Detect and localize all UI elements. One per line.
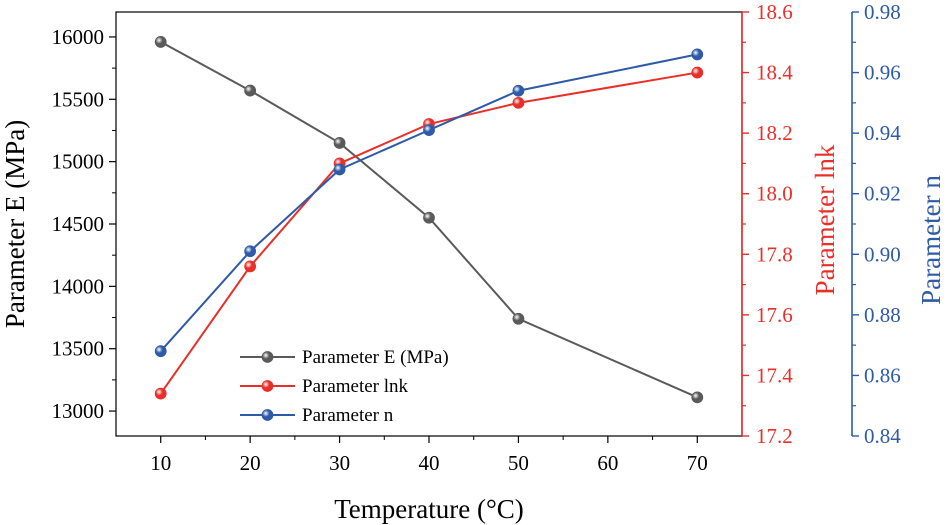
- lnk-tick-label: 17.4: [756, 363, 793, 387]
- left-tick-label: 14000: [52, 274, 105, 298]
- n-tick-label: 0.92: [864, 182, 901, 206]
- n-tick-label: 0.94: [864, 121, 901, 145]
- data-point-n: [423, 124, 435, 137]
- x-tick-label: 70: [687, 451, 708, 475]
- left-tick-label: 14500: [52, 212, 105, 236]
- x-axis-title: Temperature (°C): [334, 494, 524, 524]
- left-tick-label: 15000: [52, 150, 105, 174]
- n-tick-label: 0.88: [864, 303, 901, 327]
- lnk-tick-label: 18.2: [756, 121, 793, 145]
- data-point-E: [423, 211, 435, 224]
- left-axis-title: Parameter E (MPa): [0, 120, 30, 328]
- right-axis-title-n: Parameter n: [916, 175, 946, 305]
- n-tick-label: 0.84: [864, 424, 901, 448]
- x-tick-label: 50: [508, 451, 529, 475]
- legend-marker: [261, 409, 274, 421]
- n-tick-label: 0.96: [864, 61, 901, 85]
- data-point-n: [154, 345, 167, 358]
- data-point-n: [244, 245, 257, 258]
- data-point-E: [154, 36, 167, 48]
- lnk-tick-label: 17.8: [756, 242, 793, 266]
- legend-label: Parameter lnk: [302, 376, 409, 397]
- left-tick-label: 13500: [52, 337, 105, 361]
- data-point-E: [512, 312, 525, 325]
- left-tick-label: 13000: [52, 399, 105, 423]
- lnk-tick-label: 17.6: [756, 303, 793, 327]
- series-line-n: [159, 53, 698, 352]
- n-tick-label: 0.90: [864, 242, 901, 266]
- lnk-tick-label: 18.6: [756, 0, 793, 24]
- x-tick-label: 20: [240, 451, 261, 475]
- lnk-tick-label: 17.2: [756, 424, 793, 448]
- x-tick-label: 60: [597, 451, 618, 475]
- data-point-E: [244, 84, 257, 97]
- left-y-axis: 13000 13500 14000 14500 15000 15500 16000: [52, 25, 116, 423]
- x-tick-label: 10: [150, 451, 171, 475]
- x-tick-label: 30: [329, 451, 350, 475]
- data-point-n: [333, 163, 346, 176]
- series-line-E: [160, 41, 698, 399]
- n-tick-label: 0.98: [864, 0, 901, 24]
- legend-marker: [261, 380, 274, 392]
- right-y-axis-lnk: 17.2 17.4 17.6 17.8 18.0 18.2 18.4 18.6: [741, 0, 793, 448]
- data-point-lnk: [244, 260, 257, 273]
- n-tick-label: 0.86: [864, 363, 901, 387]
- data-point-n: [512, 84, 525, 97]
- left-tick-label: 16000: [52, 25, 105, 49]
- legend: Parameter E (MPa) Parameter lnk Parameter …: [240, 347, 449, 426]
- plot-frame: [115, 11, 743, 437]
- x-axis: 10 20 30 40 50 60 70: [150, 436, 708, 475]
- data-point-E: [691, 391, 704, 404]
- series-layer: [154, 36, 704, 404]
- lnk-tick-label: 18.4: [756, 61, 793, 85]
- right-axis-title-lnk: Parameter lnk: [810, 144, 840, 295]
- series-line-lnk: [159, 71, 698, 395]
- data-point-lnk: [691, 66, 704, 79]
- x-tick-label: 40: [419, 451, 440, 475]
- legend-label: Parameter n: [302, 405, 394, 426]
- data-point-lnk: [512, 96, 525, 109]
- legend-label: Parameter E (MPa): [302, 347, 449, 368]
- legend-marker: [261, 351, 274, 363]
- data-point-n: [691, 48, 704, 61]
- data-point-E: [333, 137, 346, 149]
- lnk-tick-label: 18.0: [756, 182, 793, 206]
- left-tick-label: 15500: [52, 87, 105, 111]
- data-point-lnk: [154, 387, 167, 400]
- right-y-axis-n: 0.84 0.86 0.88 0.90 0.92 0.94 0.96 0.98: [851, 0, 901, 448]
